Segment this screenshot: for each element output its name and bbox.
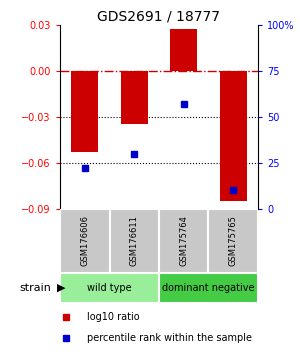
Bar (121, 71, 148, 125)
Bar (60, 209, 110, 273)
Bar (220, 71, 247, 201)
Text: strain: strain (19, 282, 51, 293)
Text: ▶: ▶ (57, 282, 65, 293)
Text: GSM175764: GSM175764 (179, 215, 188, 266)
Text: dominant negative: dominant negative (162, 282, 255, 293)
Text: GSM176611: GSM176611 (130, 215, 139, 266)
Bar (60, 273, 159, 303)
Text: wild type: wild type (87, 282, 132, 293)
Text: GSM176606: GSM176606 (80, 215, 89, 266)
Text: log10 ratio: log10 ratio (87, 312, 140, 321)
Bar (208, 209, 258, 273)
Text: GSM175765: GSM175765 (229, 215, 238, 266)
Bar (110, 209, 159, 273)
Text: percentile rank within the sample: percentile rank within the sample (87, 333, 252, 343)
Bar (159, 273, 258, 303)
Bar (170, 29, 197, 71)
Bar (71, 71, 98, 152)
Title: GDS2691 / 18777: GDS2691 / 18777 (98, 10, 220, 24)
Bar (159, 209, 208, 273)
